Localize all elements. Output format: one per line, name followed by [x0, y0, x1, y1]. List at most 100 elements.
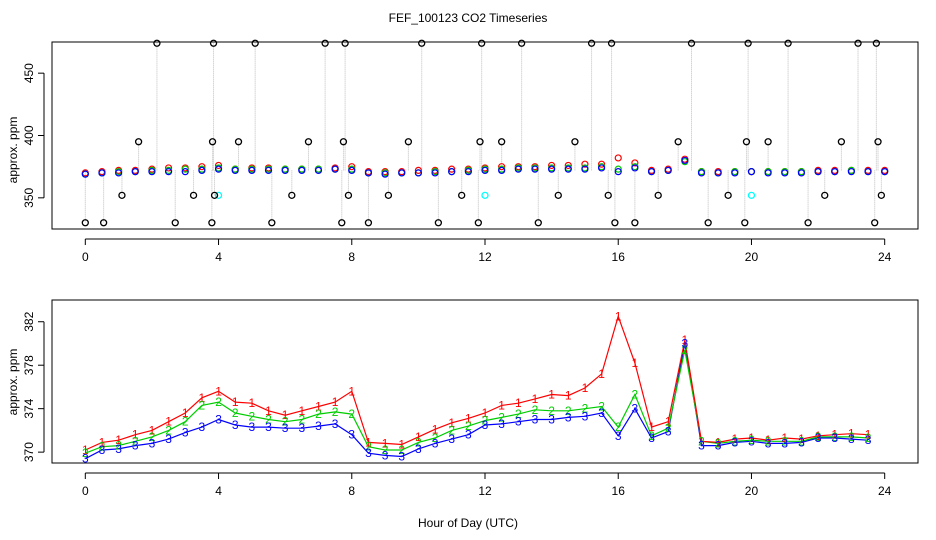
series-1-marker: 1 — [731, 432, 738, 446]
flagged-point — [384, 191, 393, 199]
series-1-point — [631, 159, 639, 167]
flagged-point — [208, 219, 216, 227]
series-3-point — [631, 164, 639, 172]
series-1-marker: 1 — [232, 395, 239, 409]
series-2-marker: 2 — [565, 404, 572, 418]
series-3-point — [115, 169, 123, 177]
series-3-marker: 3 — [99, 443, 106, 457]
series-3-point — [847, 168, 855, 176]
series-3-point — [248, 166, 256, 175]
series-1-marker: 1 — [482, 406, 489, 420]
series-3-marker: 3 — [831, 431, 838, 445]
flagged-point — [877, 191, 886, 199]
series-3-marker: 3 — [565, 410, 572, 424]
series-3-point — [797, 169, 806, 177]
series-2-marker: 2 — [748, 433, 755, 447]
series-2-marker: 2 — [332, 405, 339, 419]
series-2-line — [85, 349, 869, 454]
bottom-plot-frame — [51, 299, 919, 464]
flagged-point — [341, 39, 349, 47]
series-1-point — [498, 163, 506, 171]
series-3-marker: 3 — [615, 429, 622, 443]
series-1-marker: 1 — [698, 434, 705, 448]
series-3-line — [85, 343, 869, 460]
flagged-point — [587, 39, 596, 47]
flagged-point — [874, 138, 882, 146]
series-3-point — [264, 166, 273, 175]
series-2-marker: 2 — [615, 420, 622, 434]
flagged-point — [134, 138, 143, 146]
series-3-marker: 3 — [498, 417, 505, 431]
flagged-point — [189, 191, 198, 199]
top-y-tick-label: 350 — [22, 188, 36, 208]
series-2-marker: 2 — [865, 431, 872, 445]
series-2-marker: 2 — [182, 415, 189, 429]
series-2-marker: 2 — [365, 440, 372, 454]
series-1-point — [448, 165, 456, 173]
series-3-point — [398, 169, 406, 177]
series-3-point — [98, 169, 106, 177]
series-2-marker: 2 — [665, 421, 672, 435]
series-1-marker: 1 — [332, 395, 339, 409]
flagged-point — [607, 39, 616, 47]
series-3-marker: 3 — [448, 432, 455, 446]
series-2-marker: 2 — [132, 434, 139, 448]
series-2-marker: 2 — [598, 399, 605, 413]
flagged-point — [674, 138, 682, 146]
series-2-marker: 2 — [82, 446, 89, 460]
series-2-marker: 2 — [498, 410, 505, 424]
series-3-marker: 3 — [598, 406, 605, 420]
series-1-marker: 1 — [165, 415, 172, 429]
series-3-marker: 3 — [332, 417, 339, 431]
series-2-marker: 2 — [298, 413, 305, 427]
flagged-point — [744, 39, 752, 47]
series-2-marker: 2 — [765, 434, 772, 448]
series-1-marker: 1 — [632, 356, 639, 370]
series-2-marker: 2 — [215, 395, 222, 409]
series-3-marker: 3 — [298, 421, 305, 435]
series-1-marker: 1 — [415, 430, 422, 444]
series-1-marker: 1 — [82, 443, 89, 457]
series-1-marker: 1 — [465, 411, 472, 425]
cyan-point — [481, 191, 489, 199]
series-3-point — [548, 165, 556, 173]
flagged-point — [804, 219, 812, 227]
series-2-marker: 2 — [848, 430, 855, 444]
series-1-marker: 1 — [798, 432, 805, 446]
series-3-marker: 3 — [182, 426, 189, 440]
flagged-point — [742, 138, 751, 146]
series-3-point — [664, 166, 672, 175]
flagged-point — [304, 138, 313, 146]
series-2-marker: 2 — [632, 388, 639, 402]
series-1-marker: 1 — [865, 428, 872, 442]
flagged-point — [210, 191, 219, 199]
series-3-marker: 3 — [698, 439, 705, 453]
series-1-marker: 1 — [815, 429, 822, 443]
series-2-marker: 2 — [648, 429, 655, 443]
series-3-point — [714, 169, 722, 177]
series-3-point — [581, 165, 589, 173]
series-1-marker: 1 — [199, 391, 206, 405]
series-2-marker: 2 — [149, 430, 156, 444]
series-1-point — [198, 163, 206, 171]
series-2-marker: 2 — [798, 434, 805, 448]
series-3-point — [431, 169, 439, 177]
flagged-point — [288, 191, 296, 199]
series-1-marker: 1 — [282, 408, 289, 422]
series-3-marker: 3 — [249, 420, 256, 434]
top-y-axis-label: approx. ppm — [6, 117, 20, 184]
series-3-marker: 3 — [149, 436, 156, 450]
series-3-point — [597, 164, 606, 172]
top-x-tick-label: 24 — [878, 250, 892, 264]
series-2-marker: 2 — [398, 443, 405, 457]
series-1-marker: 1 — [348, 384, 355, 398]
series-1-marker: 1 — [448, 416, 455, 430]
top-panel: approx. ppm 0 4 8 12 16 20 24 350 400 450 — [6, 39, 919, 264]
series-3-marker: 3 — [199, 420, 206, 434]
series-1-marker: 1 — [682, 333, 689, 347]
series-3-point — [764, 169, 772, 177]
flagged-point — [418, 39, 426, 47]
series-1-marker: 1 — [298, 404, 305, 418]
